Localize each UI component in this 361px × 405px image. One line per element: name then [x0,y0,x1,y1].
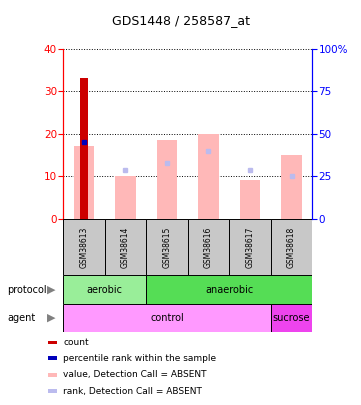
Bar [63,219,105,275]
Text: GSM38618: GSM38618 [287,226,296,268]
Text: control: control [150,313,184,323]
Text: GDS1448 / 258587_at: GDS1448 / 258587_at [112,14,249,27]
Bar [146,219,188,275]
Text: GSM38617: GSM38617 [245,226,255,268]
Text: GSM38614: GSM38614 [121,226,130,268]
Text: protocol: protocol [7,285,47,294]
Bar [188,219,229,275]
Text: percentile rank within the sample: percentile rank within the sample [63,354,216,363]
Bar [74,147,94,219]
Text: ▶: ▶ [47,313,56,323]
Bar [48,341,57,344]
Bar [80,79,88,219]
Bar [198,134,219,219]
Bar [48,373,57,377]
Text: anaerobic: anaerobic [205,285,253,294]
Bar [63,275,146,304]
Text: ▶: ▶ [47,285,56,294]
Bar [63,304,271,332]
Bar [115,176,136,219]
Bar [48,356,57,360]
Bar [146,275,312,304]
Text: value, Detection Call = ABSENT: value, Detection Call = ABSENT [63,370,206,379]
Bar [157,140,177,219]
Text: GSM38615: GSM38615 [162,226,171,268]
Text: sucrose: sucrose [273,313,310,323]
Bar [229,219,271,275]
Text: agent: agent [7,313,35,323]
Bar [105,219,146,275]
Bar [48,390,57,393]
Text: count: count [63,338,89,347]
Text: rank, Detection Call = ABSENT: rank, Detection Call = ABSENT [63,387,202,396]
Bar [271,304,312,332]
Text: GSM38613: GSM38613 [79,226,88,268]
Text: GSM38616: GSM38616 [204,226,213,268]
Bar [271,219,312,275]
Bar [281,155,302,219]
Text: aerobic: aerobic [87,285,123,294]
Bar [240,181,260,219]
